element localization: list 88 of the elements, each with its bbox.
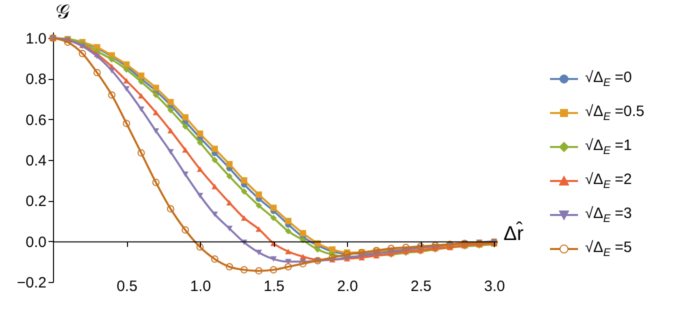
point	[402, 244, 410, 252]
point	[226, 226, 233, 232]
y-tick-label: 0.8	[26, 71, 46, 88]
point	[108, 91, 116, 99]
x-tick-label: 1.0	[190, 278, 211, 295]
x-tick-label: 2.5	[410, 278, 432, 295]
point	[182, 172, 188, 178]
point	[167, 98, 174, 106]
point	[182, 114, 188, 121]
point	[212, 156, 218, 164]
y-tick-label: 0.2	[26, 193, 46, 210]
point	[138, 149, 145, 157]
point	[138, 93, 144, 99]
point	[108, 56, 115, 63]
point	[78, 50, 86, 58]
point	[240, 266, 248, 274]
point	[270, 266, 278, 274]
y-tick-label: −0.2	[16, 274, 46, 292]
point	[256, 191, 262, 198]
point	[152, 128, 160, 134]
point	[255, 267, 262, 274]
point	[300, 230, 306, 236]
point	[123, 86, 130, 92]
x-tick-label: 2.0	[337, 278, 358, 295]
point	[196, 139, 204, 146]
point	[212, 212, 218, 218]
x-tick-label: 3.0	[484, 278, 505, 295]
point	[212, 184, 218, 190]
point	[328, 254, 336, 262]
point	[387, 244, 395, 252]
legend-label: √Δ$_{E}$ =0.5	[585, 103, 644, 123]
point	[93, 68, 101, 76]
point	[211, 255, 218, 263]
point	[285, 218, 292, 224]
point	[123, 66, 130, 73]
point	[167, 128, 174, 134]
y-tick-label: 0.0	[26, 234, 46, 251]
point	[285, 228, 292, 234]
point	[152, 92, 160, 98]
point	[196, 243, 204, 251]
point	[270, 204, 277, 211]
point	[240, 177, 248, 184]
legend-label: √Δ$_{E}$ =0	[585, 69, 632, 89]
point	[212, 146, 218, 152]
y-tick-label: 1.0	[26, 30, 46, 48]
point	[166, 205, 174, 212]
legend-label: √Δ$_{E}$ =1	[585, 137, 632, 157]
point	[226, 160, 233, 168]
point	[196, 192, 204, 198]
x-tick-label: 0.5	[116, 278, 138, 295]
point	[226, 263, 234, 270]
point	[152, 178, 160, 186]
point	[108, 68, 115, 74]
point	[226, 200, 233, 206]
y-tick-label: 0.6	[26, 112, 46, 129]
point	[256, 250, 262, 256]
x-tick-label: 1.5	[264, 278, 284, 295]
point	[256, 202, 262, 209]
point	[270, 214, 277, 222]
point	[182, 147, 188, 153]
point	[226, 173, 233, 180]
point	[138, 78, 144, 85]
point	[240, 188, 248, 195]
point	[270, 256, 277, 262]
point	[152, 84, 160, 92]
point	[285, 258, 292, 264]
point	[122, 120, 130, 128]
point	[152, 110, 160, 116]
point	[182, 226, 189, 234]
point	[138, 72, 144, 79]
point	[64, 38, 72, 46]
point	[284, 263, 292, 270]
y-axis-title: 𝒢	[56, 0, 70, 24]
point	[314, 246, 321, 253]
legend-label: √Δ$_{E}$ =2	[585, 171, 632, 191]
legend-label: √Δ$_{E}$ =3	[585, 205, 632, 225]
point	[196, 130, 204, 137]
point	[167, 149, 174, 155]
point	[299, 260, 307, 268]
x-axis-title: Δr̂	[504, 221, 524, 245]
y-tick-label: 0.4	[26, 152, 46, 170]
point	[182, 123, 188, 130]
point	[123, 78, 130, 84]
point	[285, 248, 292, 254]
point	[138, 106, 144, 112]
legend-label: √Δ$_{E}$ =5	[585, 239, 632, 259]
point	[167, 107, 174, 114]
point	[196, 166, 204, 172]
